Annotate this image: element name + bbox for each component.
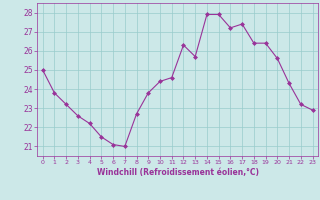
X-axis label: Windchill (Refroidissement éolien,°C): Windchill (Refroidissement éolien,°C) bbox=[97, 168, 259, 177]
